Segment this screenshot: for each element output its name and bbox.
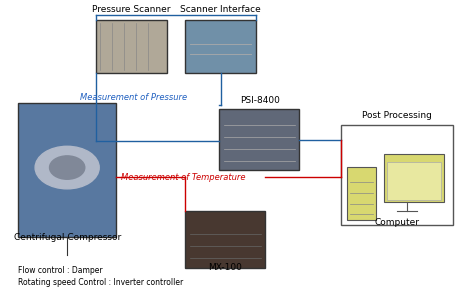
FancyBboxPatch shape [185, 211, 265, 268]
FancyBboxPatch shape [340, 125, 453, 225]
Text: PSI-8400: PSI-8400 [240, 96, 280, 105]
FancyBboxPatch shape [18, 103, 116, 237]
Text: Measurement of Temperature: Measurement of Temperature [121, 173, 245, 182]
Text: Measurement of Pressure: Measurement of Pressure [80, 93, 187, 102]
Text: Computer: Computer [374, 218, 419, 227]
FancyBboxPatch shape [96, 20, 167, 73]
FancyBboxPatch shape [384, 154, 444, 202]
Text: MX-100: MX-100 [208, 263, 242, 272]
Text: Post Processing: Post Processing [362, 111, 432, 120]
Text: Centrifugal Compressor: Centrifugal Compressor [14, 233, 121, 242]
Text: Rotating speed Control : Inverter controller: Rotating speed Control : Inverter contro… [18, 278, 183, 287]
Circle shape [35, 146, 99, 189]
FancyBboxPatch shape [346, 167, 377, 220]
FancyBboxPatch shape [185, 20, 256, 73]
FancyBboxPatch shape [219, 109, 299, 170]
Text: Pressure Scanner: Pressure Scanner [92, 5, 171, 14]
FancyBboxPatch shape [387, 162, 441, 200]
Text: Flow control : Damper: Flow control : Damper [18, 266, 103, 275]
Circle shape [49, 156, 85, 179]
Text: Scanner Interface: Scanner Interface [180, 5, 261, 14]
